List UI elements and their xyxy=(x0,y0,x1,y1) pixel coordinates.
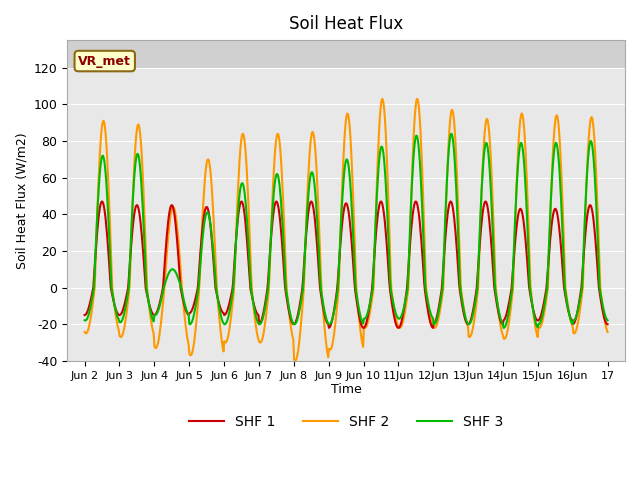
SHF 1 xyxy=(410,203,418,208)
SHF 2 xyxy=(604,329,611,335)
SHF 3 xyxy=(144,294,152,300)
X-axis label: Time: Time xyxy=(331,384,362,396)
SHF 2 xyxy=(197,247,205,252)
SHF 1 xyxy=(429,325,437,331)
Y-axis label: Soil Heat Flux (W/m2): Soil Heat Flux (W/m2) xyxy=(15,132,28,269)
SHF 1 xyxy=(98,199,106,204)
SHF 1 xyxy=(81,312,88,318)
SHF 3 xyxy=(604,317,611,323)
Text: VR_met: VR_met xyxy=(78,55,131,68)
Line: SHF 3: SHF 3 xyxy=(84,134,607,328)
SHF 3 xyxy=(410,156,417,162)
SHF 3 xyxy=(425,303,433,309)
SHF 2 xyxy=(426,312,434,318)
Title: Soil Heat Flux: Soil Heat Flux xyxy=(289,15,403,33)
SHF 3 xyxy=(81,317,88,323)
SHF 2 xyxy=(81,329,88,335)
SHF 3 xyxy=(447,131,455,137)
SHF 2 xyxy=(413,96,421,102)
Line: SHF 1: SHF 1 xyxy=(84,202,607,328)
Bar xyxy=(67,40,625,68)
SHF 2 xyxy=(292,358,300,364)
SHF 2 xyxy=(90,290,98,296)
SHF 1 xyxy=(225,300,233,306)
SHF 1 xyxy=(604,321,611,327)
Legend: SHF 1, SHF 2, SHF 3: SHF 1, SHF 2, SHF 3 xyxy=(184,409,509,435)
SHF 1 xyxy=(426,315,433,321)
SHF 2 xyxy=(410,125,418,131)
SHF 1 xyxy=(90,273,98,279)
SHF 2 xyxy=(144,292,152,298)
SHF 2 xyxy=(225,331,232,337)
SHF 3 xyxy=(500,325,508,331)
SHF 3 xyxy=(197,253,205,259)
SHF 1 xyxy=(198,234,205,240)
Line: SHF 2: SHF 2 xyxy=(84,99,607,361)
SHF 3 xyxy=(225,313,232,319)
SHF 3 xyxy=(90,284,98,289)
SHF 1 xyxy=(145,299,152,305)
